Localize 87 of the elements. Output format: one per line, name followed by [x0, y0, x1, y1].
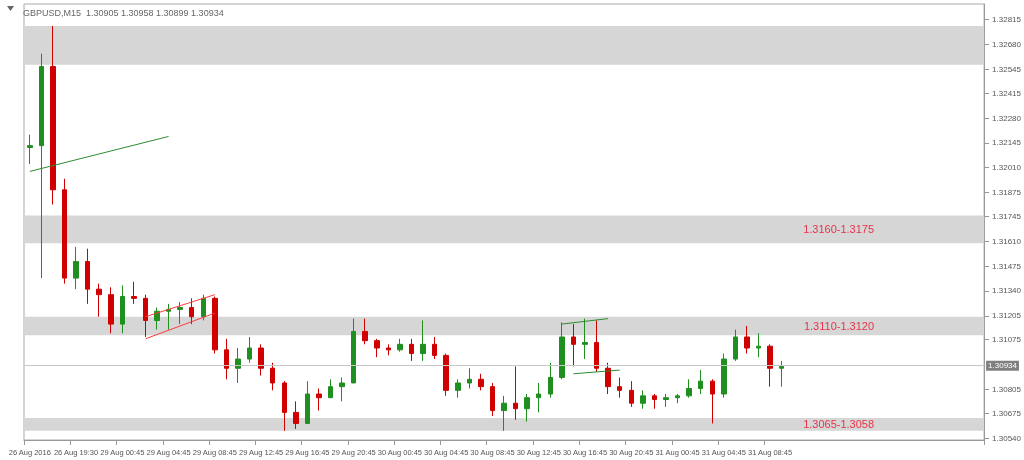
candlestick	[455, 378, 461, 399]
candlestick	[39, 53, 44, 279]
candlestick	[756, 332, 761, 358]
candlestick	[108, 286, 114, 334]
candlestick	[305, 380, 310, 424]
candlestick	[548, 362, 553, 399]
candlestick	[386, 343, 391, 356]
candlestick	[154, 307, 160, 331]
candlestick	[675, 393, 680, 404]
candlestick	[501, 395, 507, 432]
candlestick	[339, 376, 345, 402]
candlestick	[316, 387, 322, 412]
y-tick-label: 1.32545	[992, 64, 1022, 74]
candlestick	[143, 294, 148, 338]
band-label: 1.3065-1.3058	[803, 418, 875, 431]
y-tick-label: 1.31205	[992, 311, 1022, 321]
candlestick	[201, 294, 206, 321]
candlestick	[663, 393, 669, 408]
y-tick-label: 1.32145	[992, 138, 1022, 148]
candlestick	[224, 338, 229, 380]
candlestick	[328, 378, 333, 399]
y-tick-label: 1.30675	[992, 408, 1022, 418]
candlestick	[247, 336, 252, 364]
candlestick	[120, 284, 125, 334]
candlestick	[698, 369, 703, 395]
candlestick	[270, 362, 275, 391]
candlestick	[524, 393, 530, 423]
candlestick	[640, 389, 646, 410]
band-label: 1.3110-1.3120	[803, 319, 875, 332]
candlestick	[629, 380, 634, 408]
candlestick	[594, 319, 599, 373]
candlestick	[177, 301, 183, 325]
candlestick	[131, 281, 137, 305]
candlestick	[617, 376, 622, 399]
candlestick	[733, 329, 738, 362]
candlestick	[27, 134, 33, 165]
candlestick	[282, 380, 287, 432]
candlestick	[571, 323, 576, 367]
candlestick	[605, 362, 611, 395]
candlestick	[652, 393, 657, 410]
candlestick	[258, 343, 264, 377]
candlestick	[212, 296, 218, 355]
y-tick-label: 1.31475	[992, 261, 1022, 271]
y-tick-label: 1.31340	[992, 286, 1022, 296]
candlestick	[744, 325, 750, 355]
candlestick	[189, 297, 194, 325]
candlestick	[478, 373, 484, 391]
candlestick	[767, 343, 773, 388]
candlestick	[779, 360, 784, 388]
y-tick-label: 1.30540	[992, 433, 1022, 443]
y-tick-label: 1.31610	[992, 236, 1022, 246]
candlestick	[409, 338, 414, 362]
candlestick	[513, 365, 518, 421]
y-tick-label: 1.32815	[992, 15, 1022, 25]
candlestick	[582, 318, 588, 360]
candlestick	[293, 400, 299, 430]
candlestick	[73, 246, 79, 290]
y-tick-label: 1.32680	[992, 39, 1022, 49]
candlestick	[374, 338, 380, 358]
candlestick	[362, 318, 368, 345]
candlestick	[397, 338, 403, 353]
candlestick	[166, 303, 171, 331]
candlestick	[96, 283, 102, 318]
y-tick-label: 1.32280	[992, 113, 1022, 123]
candlestick	[536, 382, 541, 413]
candlestick	[420, 319, 426, 362]
candlestick	[721, 353, 727, 399]
y-tick-label: 1.31875	[992, 188, 1022, 198]
band-label: 1.3160-1.3175	[803, 223, 875, 236]
candlestick	[62, 178, 67, 285]
candlestick	[50, 25, 56, 206]
y-tick-label: 1.31075	[992, 335, 1022, 345]
candlestick	[559, 321, 565, 380]
y-tick-label: 1.31745	[992, 211, 1022, 221]
candlestick	[432, 336, 437, 360]
chart-title: GBPUSD,M15 1.30905 1.30958 1.30899 1.30934	[23, 7, 224, 18]
candlestick	[490, 382, 495, 417]
ref-line-label: 1.30934	[988, 361, 1018, 371]
candlestick	[351, 318, 356, 384]
candlestick	[443, 353, 449, 397]
y-tick-label: 1.30805	[992, 384, 1022, 394]
candlestick	[686, 378, 692, 399]
candlestick	[467, 367, 472, 389]
y-tick-label: 1.32415	[992, 88, 1022, 98]
y-tick-label: 1.32010	[992, 163, 1022, 173]
candlestick	[85, 248, 90, 305]
candlestick	[710, 378, 715, 424]
